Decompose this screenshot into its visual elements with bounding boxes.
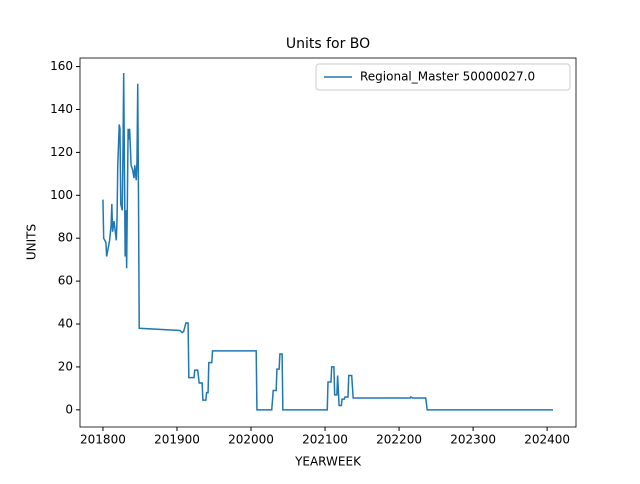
y-tick-label: 60 [58,274,73,288]
x-tick-label: 202000 [228,433,274,447]
x-tick-label: 202400 [524,433,570,447]
x-tick-label: 202100 [302,433,348,447]
y-axis-label: UNITS [25,224,39,260]
legend-box [315,63,571,91]
series-line [102,73,554,411]
y-tick-label: 100 [50,188,73,202]
y-tick-label: 120 [50,145,73,159]
x-tick-label: 201800 [80,433,126,447]
chart-title: Units for BO [286,36,370,52]
plot-frame [79,57,577,428]
y-tick-label: 20 [58,359,73,373]
y-tick-label: 80 [58,231,73,245]
x-tick-label: 202300 [450,433,496,447]
y-tick-label: 140 [50,102,73,116]
x-tick-label: 202200 [376,433,422,447]
x-axis-label: YEARWEEK [294,455,362,469]
x-tick-label: 201900 [154,433,200,447]
y-tick-label: 0 [65,402,73,416]
y-tick-label: 160 [50,59,73,73]
legend-label: Regional_Master 50000027.0 [360,70,535,84]
y-tick-label: 40 [58,317,73,331]
